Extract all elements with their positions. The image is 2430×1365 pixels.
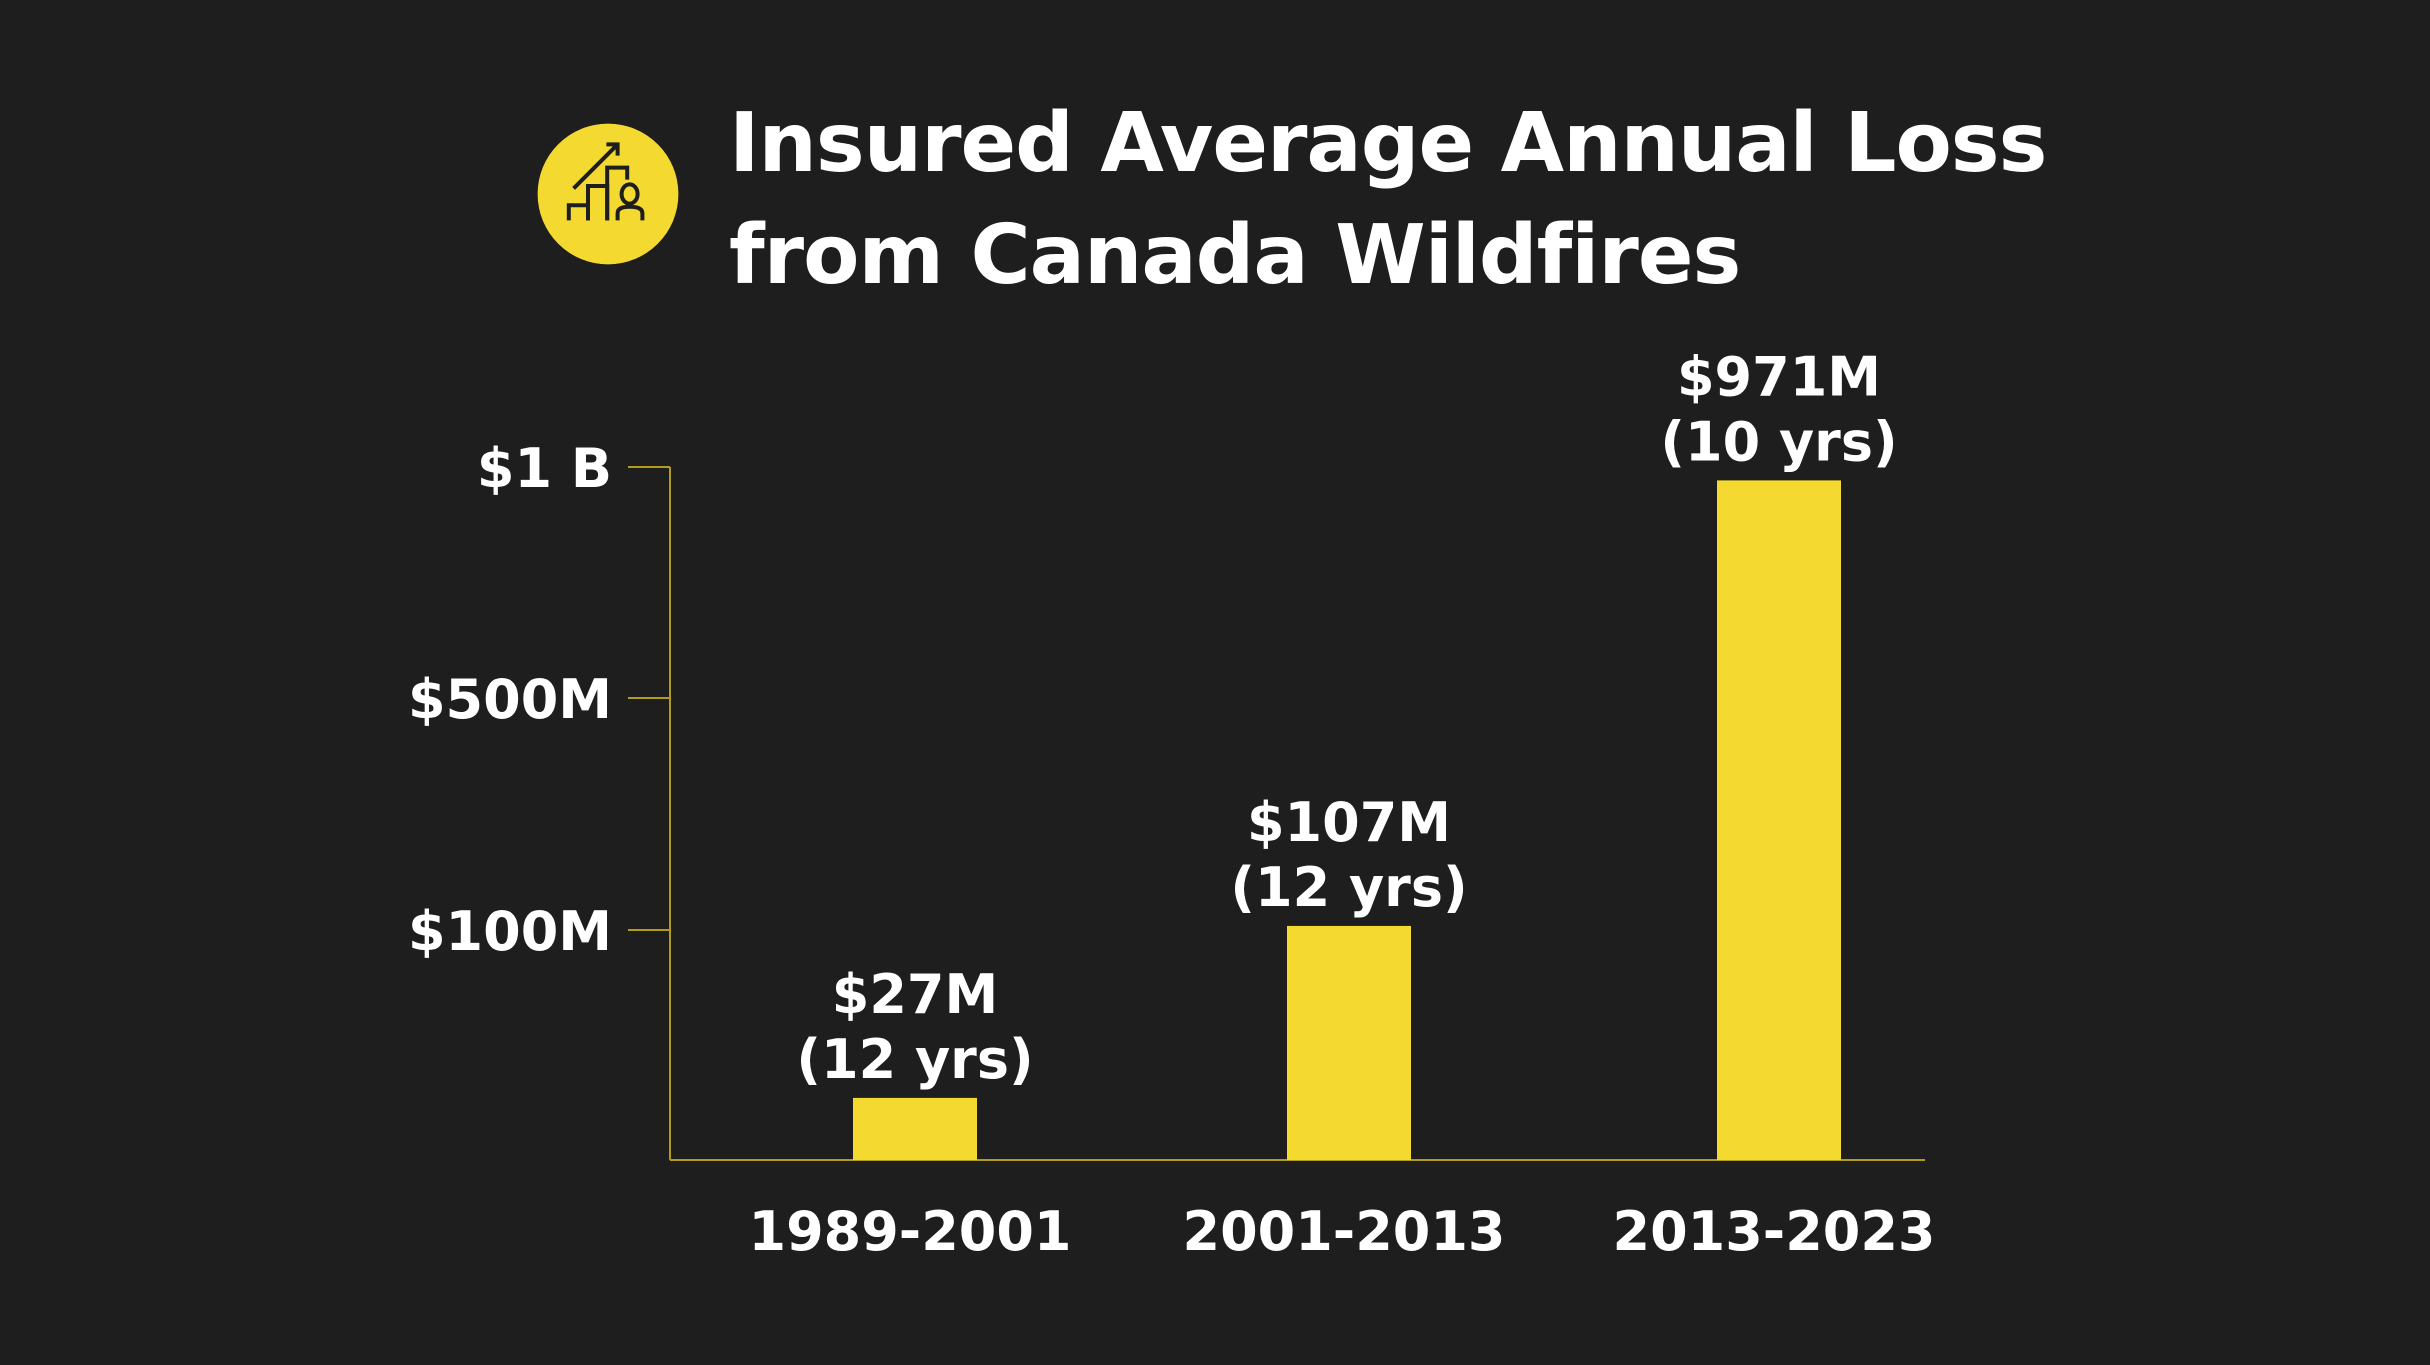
bar-period-label: (10 yrs) (1660, 410, 1897, 473)
bar-1989-2001 (853, 1097, 977, 1160)
title-line-1: Insured Average Annual Loss (729, 96, 2047, 191)
y-tick-label: $100M (408, 900, 612, 963)
title-line-2: from Canada Wildfires (729, 208, 1741, 303)
y-tick-label: $500M (408, 668, 612, 731)
x-category-label: 1989-2001 (749, 1200, 1072, 1263)
bar-period-label: (12 yrs) (1230, 856, 1467, 919)
bar-value-label: $107M (1247, 791, 1451, 854)
bar-period-label: (12 yrs) (796, 1028, 1033, 1091)
bar-2013-2023 (1717, 480, 1841, 1160)
chart-title: Insured Average Annual Loss from Canada … (729, 88, 2047, 312)
bar-value-label: $971M (1677, 345, 1881, 408)
bar-value-label: $27M (832, 963, 998, 1026)
x-category-label: 2001-2013 (1183, 1200, 1506, 1263)
y-tick-label: $1 B (477, 437, 612, 500)
x-category-label: 2013-2023 (1613, 1200, 1936, 1263)
growth-chart-person-icon (520, 106, 696, 282)
bar-2001-2013 (1287, 925, 1411, 1160)
